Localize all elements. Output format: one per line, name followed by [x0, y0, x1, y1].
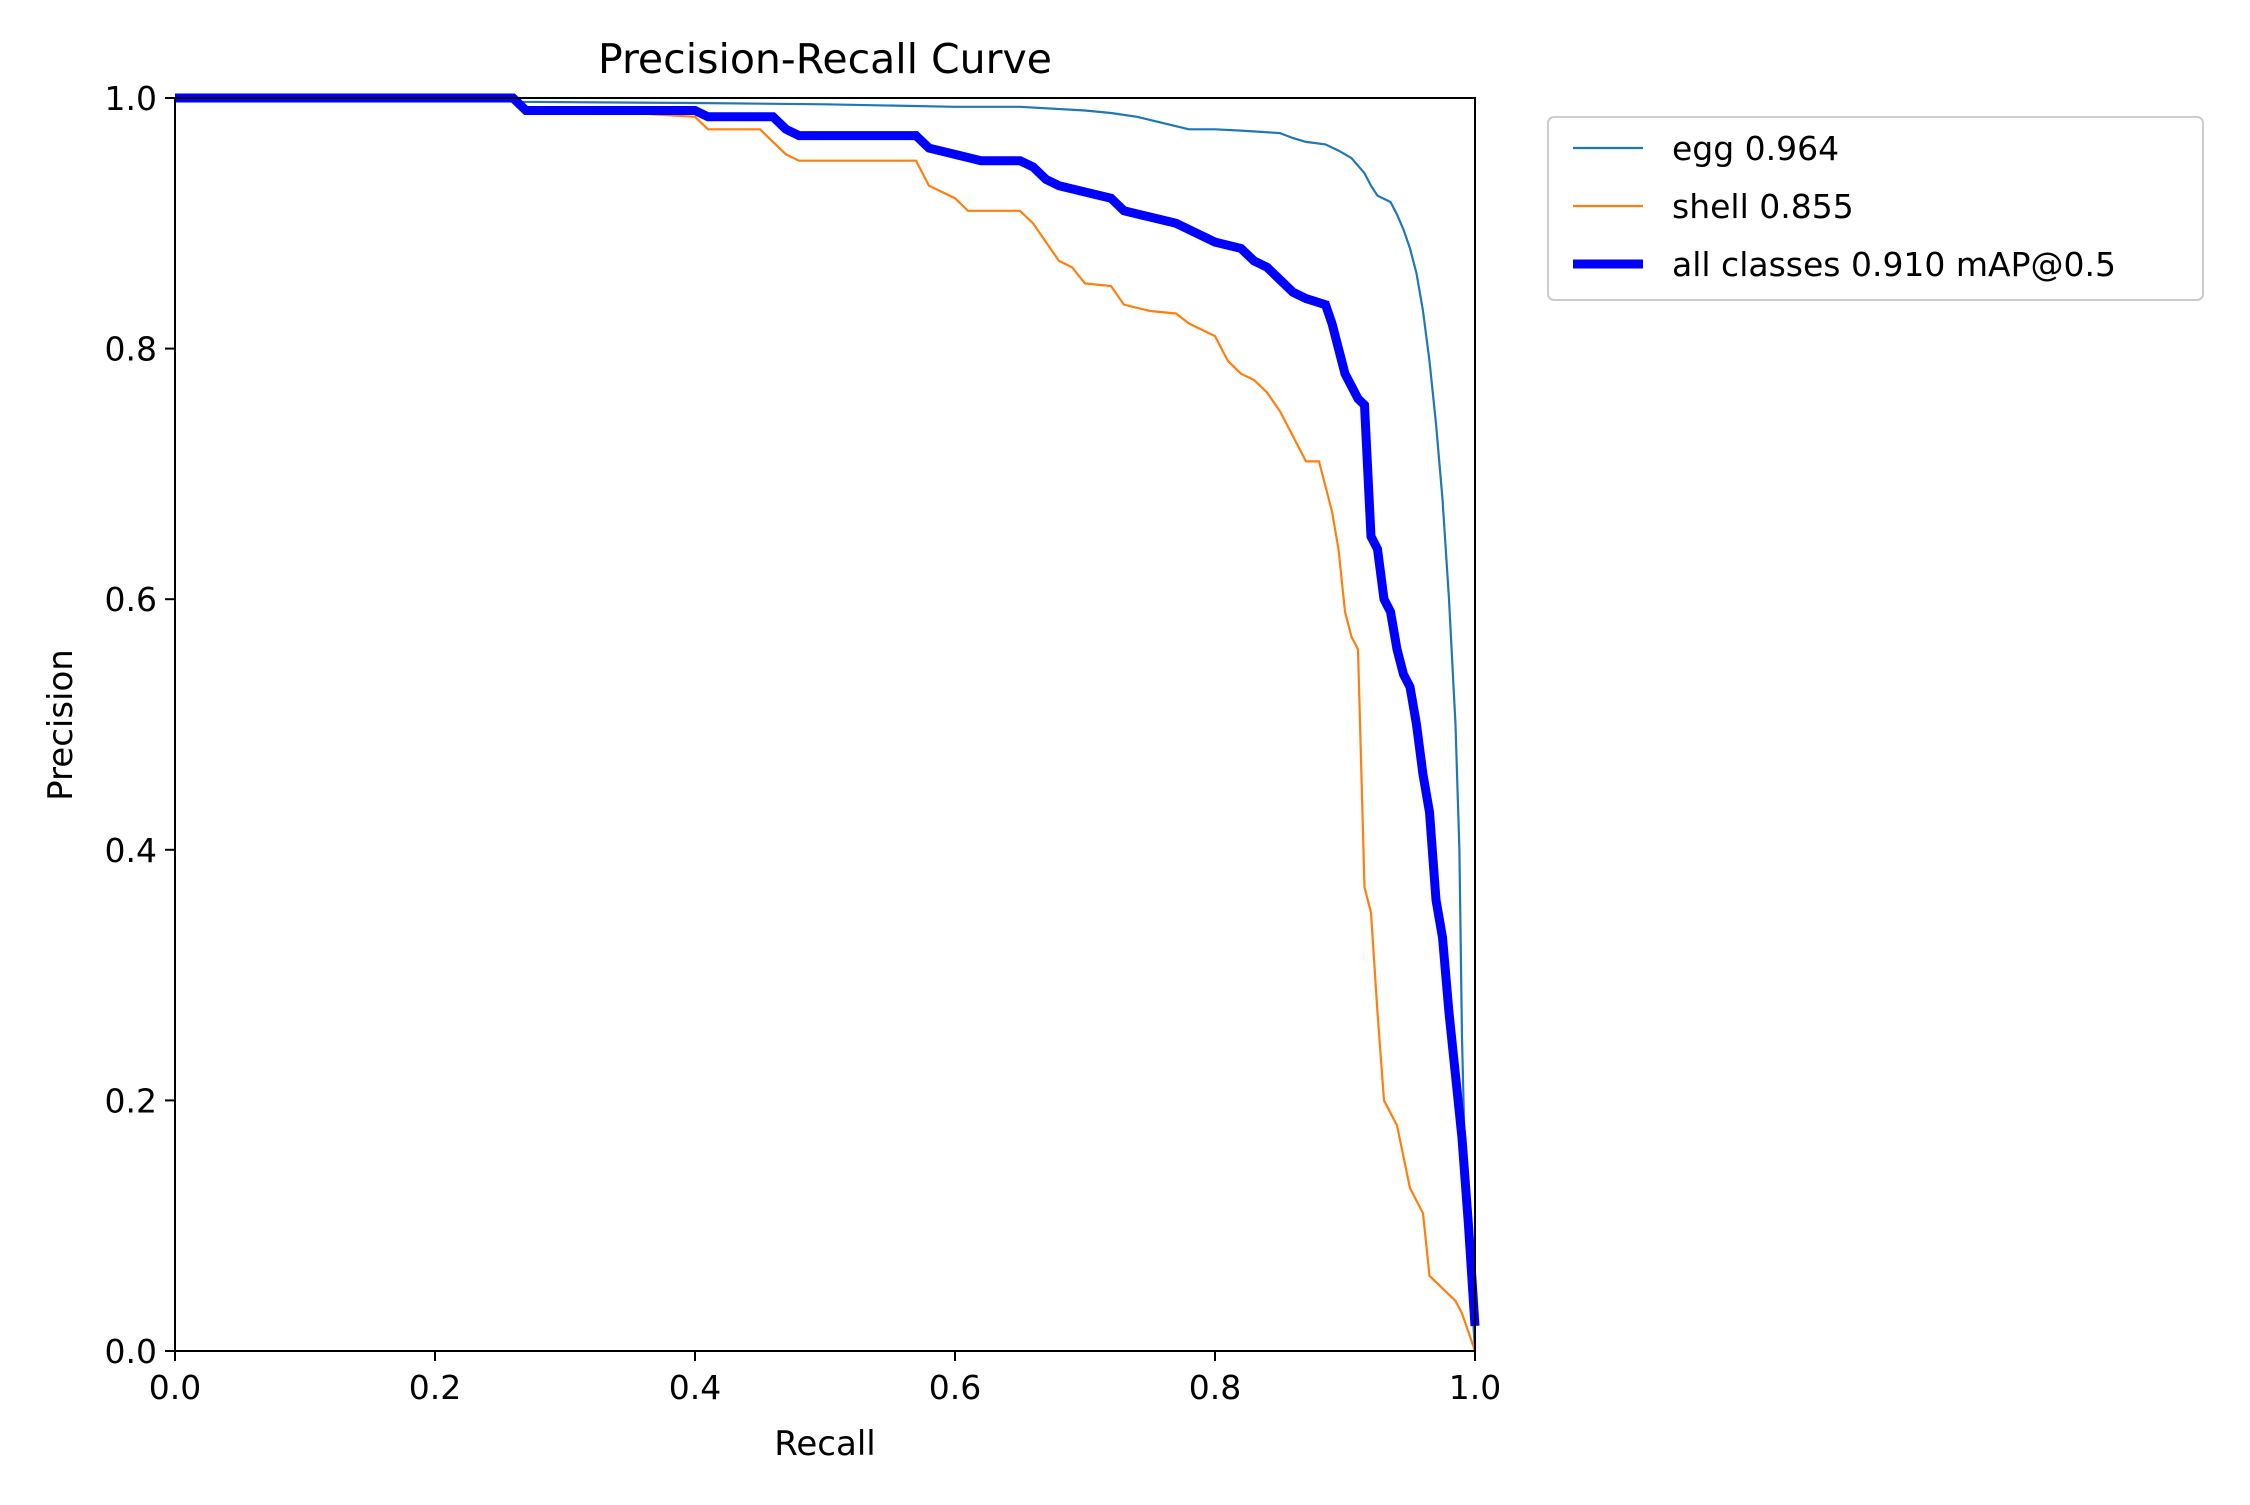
y-axis: 0.0 0.2 0.4 0.6 0.8 1.0: [105, 79, 175, 1371]
legend-label-1: shell 0.855: [1672, 187, 1854, 226]
chart-title: Precision-Recall Curve: [598, 35, 1052, 83]
x-tick-label: 0.4: [669, 1368, 721, 1407]
series-line-1: [175, 96, 1477, 1352]
x-tick-label: 1.0: [1449, 1368, 1501, 1407]
x-axis: 0.0 0.2 0.4 0.6 0.8 1.0: [149, 1351, 1501, 1407]
y-tick-label: 0.6: [105, 580, 157, 619]
y-tick-label: 0.8: [105, 330, 157, 369]
legend-frame: [1547, 116, 2204, 301]
x-tick-label: 0.0: [149, 1368, 201, 1407]
series-line-0: [175, 96, 1477, 1352]
legend-label-2: all classes 0.910 mAP@0.5: [1672, 245, 2116, 284]
x-tick-label: 0.6: [929, 1368, 981, 1407]
x-tick-label: 0.2: [409, 1368, 461, 1407]
x-axis-label: Recall: [774, 1424, 875, 1464]
x-tick-label: 0.8: [1189, 1368, 1241, 1407]
legend-label-0: egg 0.964: [1672, 129, 1839, 168]
y-tick-label: 0.4: [105, 831, 157, 870]
y-axis-label: Precision: [41, 649, 81, 801]
legend: egg 0.964 shell 0.855 all classes 0.910 mA…: [1547, 116, 2204, 301]
plot-area: [174, 97, 1476, 1352]
y-tick-label: 1.0: [105, 79, 157, 118]
y-tick-label: 0.0: [105, 1332, 157, 1371]
y-tick-label: 0.2: [105, 1081, 157, 1120]
series-layer: [175, 93, 1480, 1352]
series-line-2: [175, 93, 1480, 1327]
